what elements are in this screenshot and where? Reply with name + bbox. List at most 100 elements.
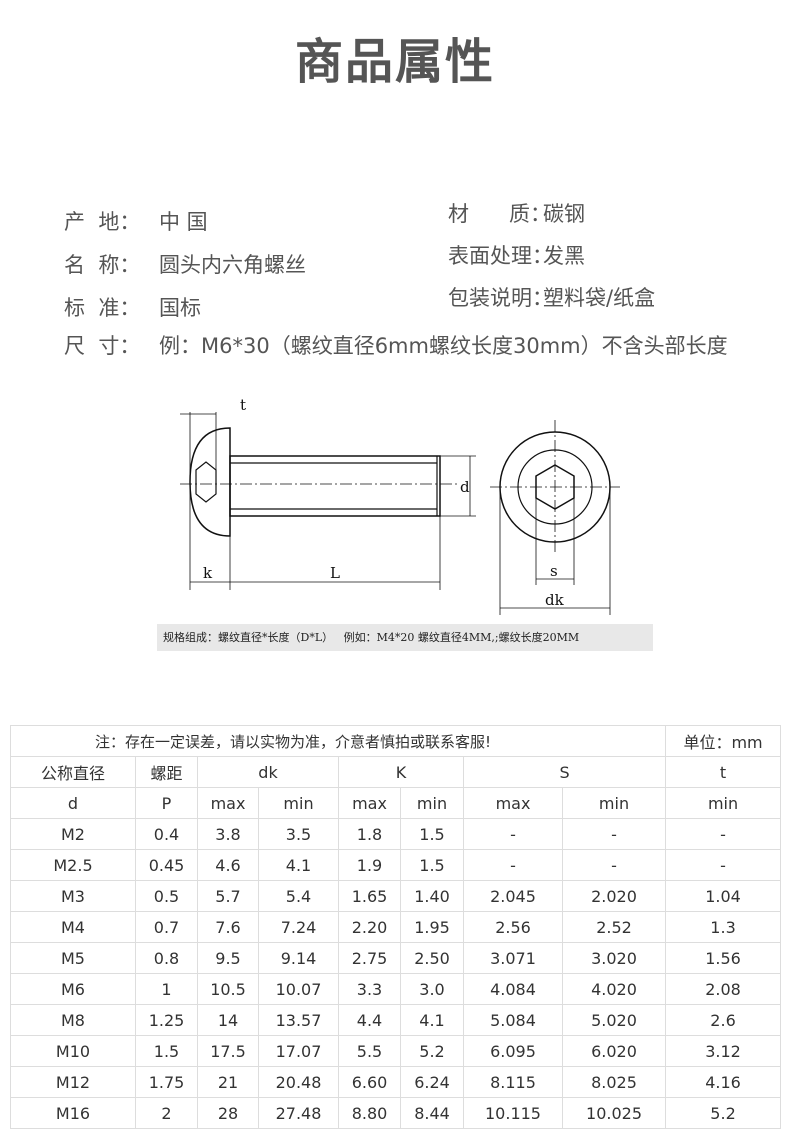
cell: 2.6 — [665, 1004, 782, 1036]
cell: 5.5 — [338, 1035, 401, 1067]
cell: - — [463, 818, 563, 850]
cell: - — [561, 849, 667, 881]
cell: - — [665, 849, 782, 881]
cell: - — [561, 818, 667, 850]
cell: - — [463, 849, 563, 881]
cell: 1.40 — [400, 880, 464, 912]
data-row: M5 0.8 9.5 9.14 2.75 2.50 3.071 3.020 1.56 — [10, 942, 782, 974]
header-cell: 公称直径 — [10, 756, 136, 788]
header-cell: dk — [197, 756, 339, 788]
data-row: M10 1.5 17.5 17.07 5.5 5.2 6.095 6.020 3.12 — [10, 1035, 782, 1067]
cell: 1.8 — [338, 818, 401, 850]
data-row: M8 1.25 14 13.57 4.4 4.1 5.084 5.020 2.6 — [10, 1004, 782, 1036]
header-cell: S — [462, 756, 667, 788]
cell: 4.16 — [665, 1066, 782, 1098]
dim-label: L — [330, 564, 340, 582]
cell: 20.48 — [258, 1066, 339, 1098]
cell: 4.084 — [463, 973, 563, 1005]
attr-value: 国标 — [159, 296, 201, 320]
cell: 3.071 — [463, 942, 563, 974]
cell: 7.6 — [197, 911, 259, 943]
cell: 10.07 — [258, 973, 339, 1005]
cell: 3.020 — [561, 942, 667, 974]
cell: M2 — [10, 818, 136, 850]
cell: M16 — [10, 1097, 136, 1129]
attr-label: 材 质： — [448, 202, 552, 226]
header-cell: max — [338, 787, 401, 819]
header-cell: min — [258, 787, 339, 819]
cell: 5.4 — [258, 880, 339, 912]
header-cell: max — [197, 787, 259, 819]
attr-label: 名 称： — [64, 253, 141, 277]
attr-value: 中 国 — [159, 210, 208, 234]
cell: 10.115 — [463, 1097, 563, 1129]
cell: 2.08 — [665, 973, 782, 1005]
cell: 21 — [197, 1066, 259, 1098]
cell: 28 — [197, 1097, 259, 1129]
dim-label: k — [203, 564, 213, 582]
attr-label: 表面处理： — [448, 244, 553, 268]
cell: 8.44 — [400, 1097, 464, 1129]
cell: 1 — [135, 973, 198, 1005]
cell: 8.025 — [561, 1066, 667, 1098]
attr-value: 碳钢 — [543, 202, 585, 226]
note-row: 注：存在一定误差，请以实物为准，介意者慎拍或联系客服! 单位：mm — [9, 725, 782, 757]
attr-label: 标 准： — [64, 296, 141, 320]
attr-value: 发黑 — [543, 244, 585, 268]
attr-value: 塑料袋/纸盒 — [543, 286, 656, 310]
header-cell: min — [665, 787, 782, 819]
dim-label: t — [240, 396, 246, 414]
cell: 5.084 — [463, 1004, 563, 1036]
attr-value: 例：M6*30（螺纹直径6mm螺纹长度30mm）不含头部长度 — [159, 334, 728, 358]
cell: 1.56 — [665, 942, 782, 974]
cell: 4.020 — [561, 973, 667, 1005]
data-row: M6 1 10.5 10.07 3.3 3.0 4.084 4.020 2.08 — [10, 973, 782, 1005]
cell: 1.65 — [338, 880, 401, 912]
cell: 17.5 — [197, 1035, 259, 1067]
cell: M6 — [10, 973, 136, 1005]
note: 注：存在一定误差，请以实物为准，介意者慎拍或联系客服! — [9, 725, 667, 757]
cell: 2.045 — [463, 880, 563, 912]
cell: 2.20 — [338, 911, 401, 943]
header-cell: t — [665, 756, 782, 788]
cell: 2.50 — [400, 942, 464, 974]
cell: 17.07 — [258, 1035, 339, 1067]
cell: 2 — [135, 1097, 198, 1129]
attr-label: 产 地： — [64, 210, 141, 234]
data-row: M2 0.4 3.8 3.5 1.8 1.5- - - — [10, 818, 782, 850]
cell: 4.6 — [197, 849, 259, 881]
spec-table: 注：存在一定误差，请以实物为准，介意者慎拍或联系客服! 单位：mm 公称直径 螺距 dk… — [9, 725, 782, 1129]
cell: 3.5 — [258, 818, 339, 850]
cell: M3 — [10, 880, 136, 912]
header-cell: 螺距 — [135, 756, 198, 788]
cell: 7.24 — [258, 911, 339, 943]
cell: 5.7 — [197, 880, 259, 912]
cell: 0.8 — [135, 942, 198, 974]
cell: 1.9 — [338, 849, 401, 881]
cell: 1.5 — [400, 849, 464, 881]
cell: 1.95 — [400, 911, 464, 943]
cell: 10.025 — [561, 1097, 667, 1129]
cell: M8 — [10, 1004, 136, 1036]
cell: M5 — [10, 942, 136, 974]
cell: 9.5 — [197, 942, 259, 974]
cell: 5.020 — [561, 1004, 667, 1036]
dim-label: s — [550, 562, 558, 580]
cell: M2.5 — [10, 849, 136, 881]
header-cell: min — [400, 787, 464, 819]
cell: 14 — [197, 1004, 259, 1036]
cell: 2.75 — [338, 942, 401, 974]
cell: 1.5 — [400, 818, 464, 850]
cell: - — [665, 818, 782, 850]
cell: 6.020 — [561, 1035, 667, 1067]
cell: M10 — [10, 1035, 136, 1067]
cell: 2.020 — [561, 880, 667, 912]
cell: 8.115 — [463, 1066, 563, 1098]
cell: 0.5 — [135, 880, 198, 912]
data-row: M16 2 28 27.48 8.80 8.44 10.115 10.025 5.2 — [10, 1097, 782, 1129]
cell: 3.0 — [400, 973, 464, 1005]
